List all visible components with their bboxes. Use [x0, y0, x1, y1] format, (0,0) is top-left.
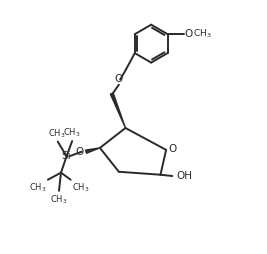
Text: CH$_3$: CH$_3$ [48, 127, 66, 139]
Polygon shape [86, 148, 100, 153]
Text: O: O [115, 74, 123, 84]
Text: CH$_3$: CH$_3$ [29, 182, 47, 194]
Text: OH: OH [176, 171, 192, 181]
Text: O: O [76, 147, 84, 157]
Text: O: O [169, 144, 177, 154]
Text: CH$_3$: CH$_3$ [50, 193, 68, 206]
Text: CH$_3$: CH$_3$ [63, 126, 81, 139]
Text: O: O [184, 29, 193, 39]
Polygon shape [110, 93, 125, 128]
Text: CH$_3$: CH$_3$ [193, 28, 211, 40]
Text: CH$_3$: CH$_3$ [72, 182, 89, 194]
Text: Si: Si [62, 151, 71, 161]
